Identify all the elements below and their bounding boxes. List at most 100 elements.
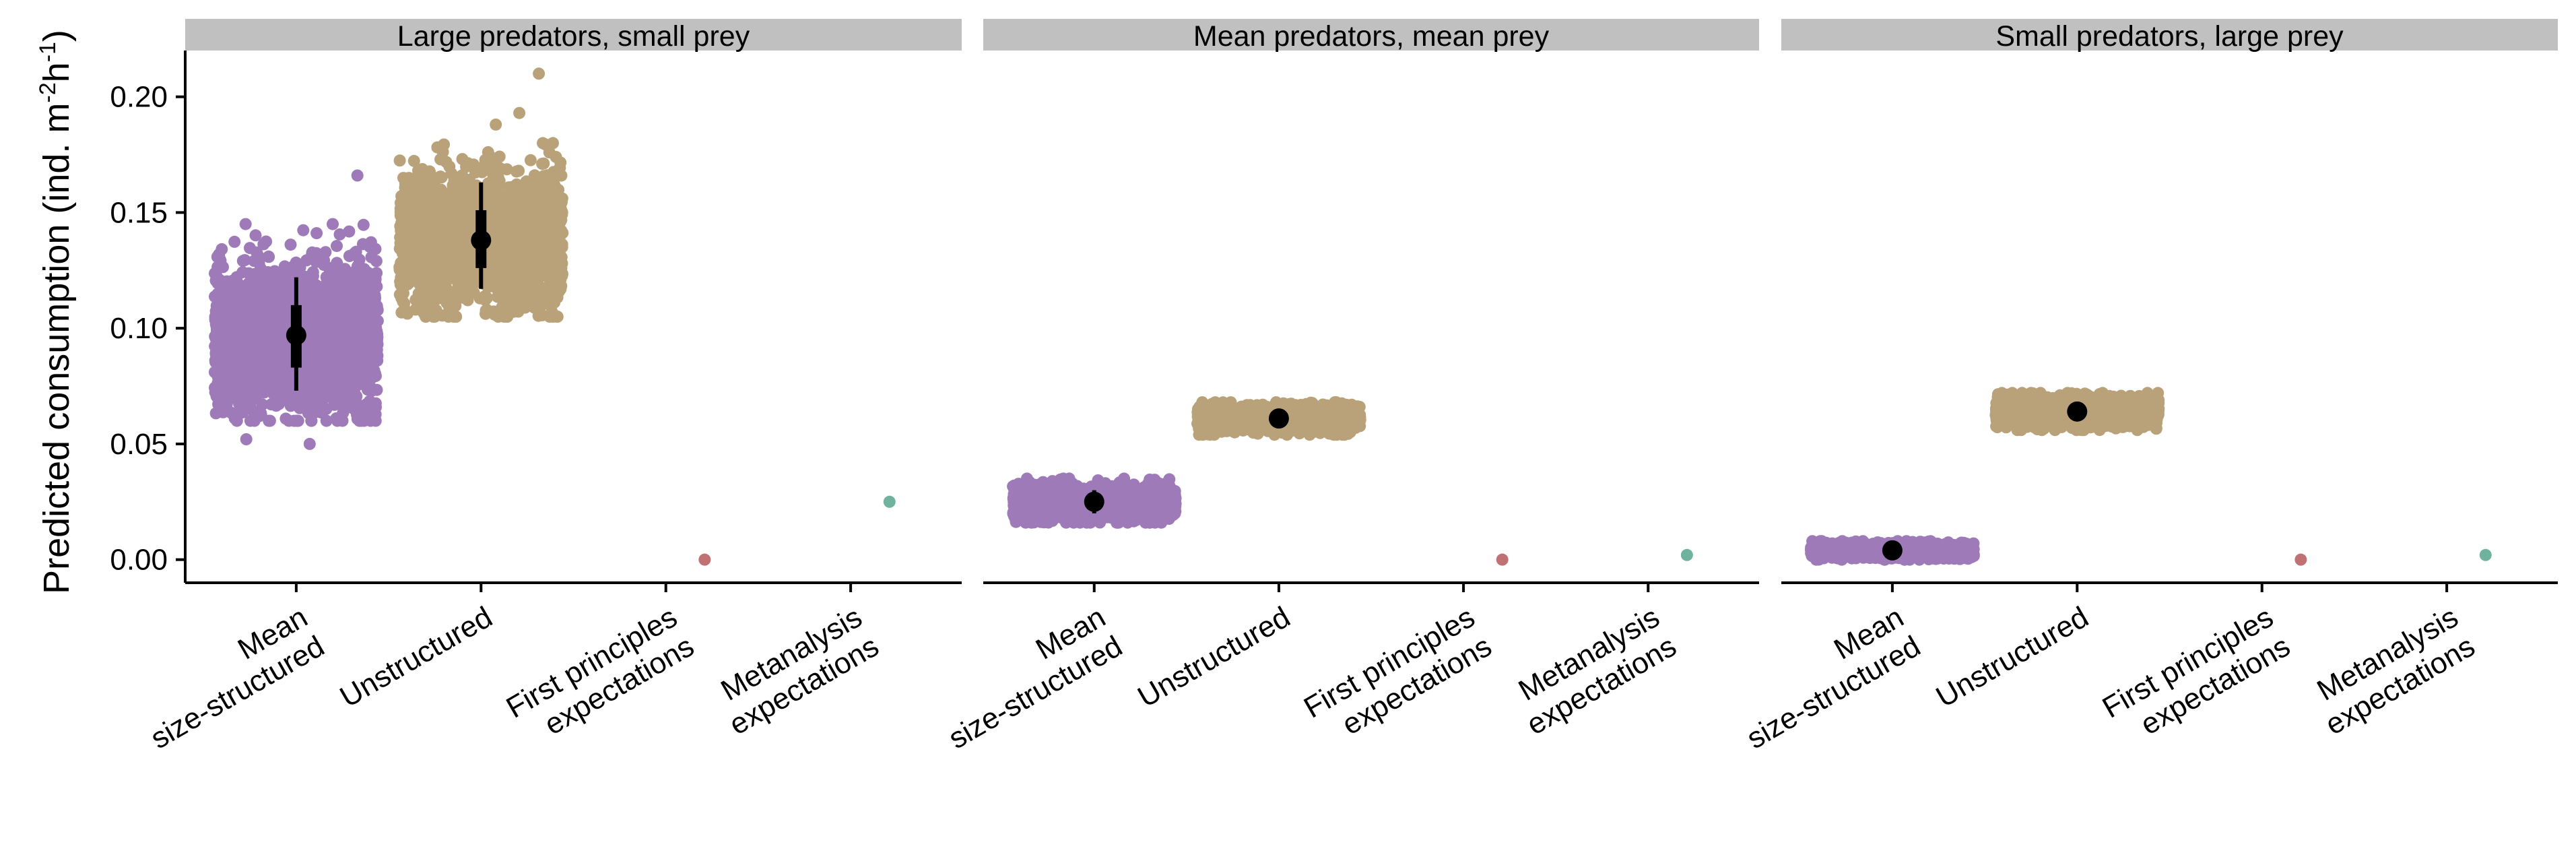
cloud-point [541,232,554,245]
cloud-point [429,172,442,185]
cloud-point [343,302,356,315]
cloud-point [490,178,503,191]
cloud-point [343,225,356,238]
cloud-point [248,255,261,267]
cloud-point [329,303,341,315]
cloud-point [509,205,522,218]
cloud-point [442,198,455,211]
cloud-point [440,156,453,168]
cloud-point [510,165,523,178]
expectation-point [883,495,896,508]
cloud-point [480,307,492,320]
cloud-point [364,414,377,427]
cloud-point [537,137,549,150]
cloud-point [448,174,461,187]
y-axis-label: Predicted consumption (ind. m-2h-1) [35,30,77,594]
cloud-point [548,166,560,179]
cloud-point [257,312,269,325]
cloud-point [320,414,333,427]
cloud-point [528,301,541,314]
cloud-point [556,192,568,205]
x-tick-label: First principlesexpectations [1298,600,1497,754]
cloud-point [228,235,241,248]
cloud-point [220,380,233,393]
cloud-point [275,360,288,373]
cloud-point [270,398,283,411]
cloud-point [453,218,465,231]
cloud-point [403,172,416,185]
cloud-point [280,392,293,405]
cloud-point [409,266,422,279]
y-tick-label: 0.10 [110,312,168,345]
cloud-point [331,257,343,269]
cloud-point [505,191,518,204]
cloud-point [479,290,492,303]
cloud-point [438,268,451,281]
cloud-point [547,253,560,266]
cloud-point [318,254,331,267]
cloud-point [370,267,383,280]
cloud-point [354,273,366,286]
cloud-point [543,311,556,323]
cloud-point [331,240,343,253]
cloud-point [300,364,312,377]
cloud-point [505,181,518,193]
cloud-point [257,367,269,379]
cloud-point [492,233,504,246]
cloud-point [417,307,430,319]
cloud-point [524,154,537,166]
facets: Large predators, small preyMeansize-stru… [145,19,2558,755]
cloud-point [233,382,246,395]
x-tick-label: Unstructured [335,600,498,713]
cloud-point [440,292,453,304]
cloud-point [249,290,262,303]
cloud-point [452,281,465,294]
cloud-point [393,154,406,167]
cloud-point [230,278,242,291]
cloud-point [305,344,318,357]
cloud-point [292,414,304,427]
cloud-point [345,319,358,332]
cloud-point [303,437,316,450]
y-tick-label: 0.20 [110,81,168,114]
facet-title: Mean predators, mean prey [1193,20,1550,53]
y-tick-label: 0.15 [110,196,168,229]
cloud-point [242,305,255,317]
cloud-point [331,329,343,342]
cloud-point [210,350,223,363]
cloud-point [364,383,377,395]
cloud-point [242,369,255,382]
cloud-point [357,218,370,231]
cloud-point [412,287,425,300]
y-tick-label: 0.00 [110,544,168,577]
cloud-point [397,295,409,308]
cloud-point [268,300,280,313]
cloud-point [279,412,292,425]
cloud-point [520,246,533,259]
cloud-point [465,278,478,291]
cloud-point [499,311,512,323]
cloud-point [354,346,367,359]
cloud-point [268,322,281,335]
cloud-point [353,253,366,266]
cloud-point [297,224,310,236]
cloud-point [450,311,463,323]
cloud-point [395,272,407,284]
cloud-point [328,373,341,385]
cloud-point [224,406,237,419]
cloud-point [554,216,567,228]
x-tick-label: First principlesexpectations [501,600,700,754]
cloud-point [529,179,541,191]
cloud-point [255,323,267,336]
facet-title: Large predators, small prey [397,20,750,53]
cloud-point [244,242,256,255]
cloud-point [318,388,331,401]
cloud-point [408,236,421,249]
cloud-point [341,371,354,383]
cloud-point [418,236,431,249]
cloud-point [513,106,526,119]
cloud-point [492,278,505,290]
cloud-point [502,229,515,242]
cloud-point [536,158,549,170]
cloud-point [494,162,506,174]
